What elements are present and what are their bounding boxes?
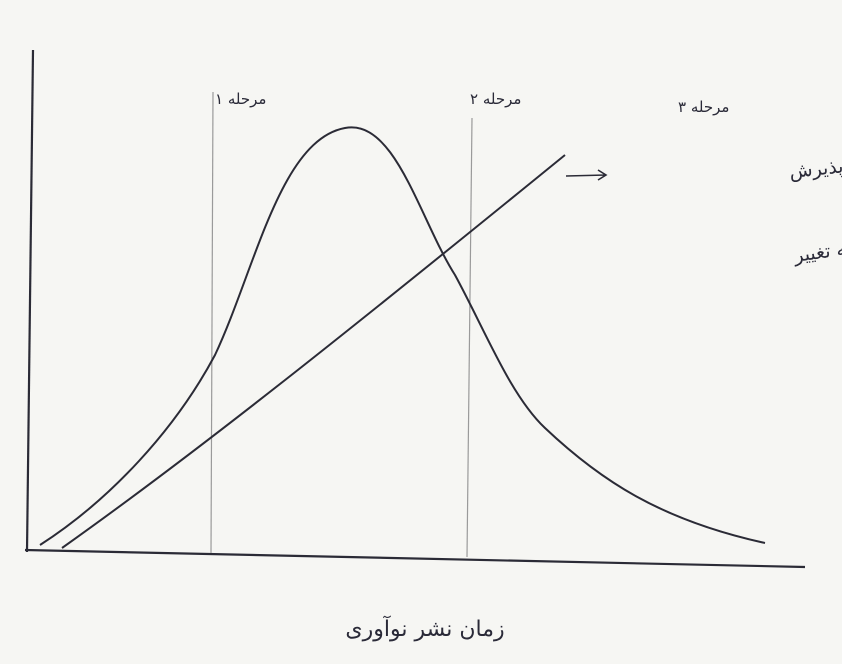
stage-label: مرحله ۲: [470, 90, 521, 108]
diagram: مرحله ۱ مرحله ۲ مرحله ۳ آهنگ پذیرش میزان…: [0, 0, 842, 664]
x-axis-title: زمان نشر نوآوری: [345, 615, 504, 642]
stage-label: مرحله ۱: [215, 90, 266, 108]
stage-label: مرحله ۳: [678, 98, 729, 116]
page: مرحله ۱ مرحله ۲ مرحله ۳ آهنگ پذیرش میزان…: [0, 0, 842, 664]
